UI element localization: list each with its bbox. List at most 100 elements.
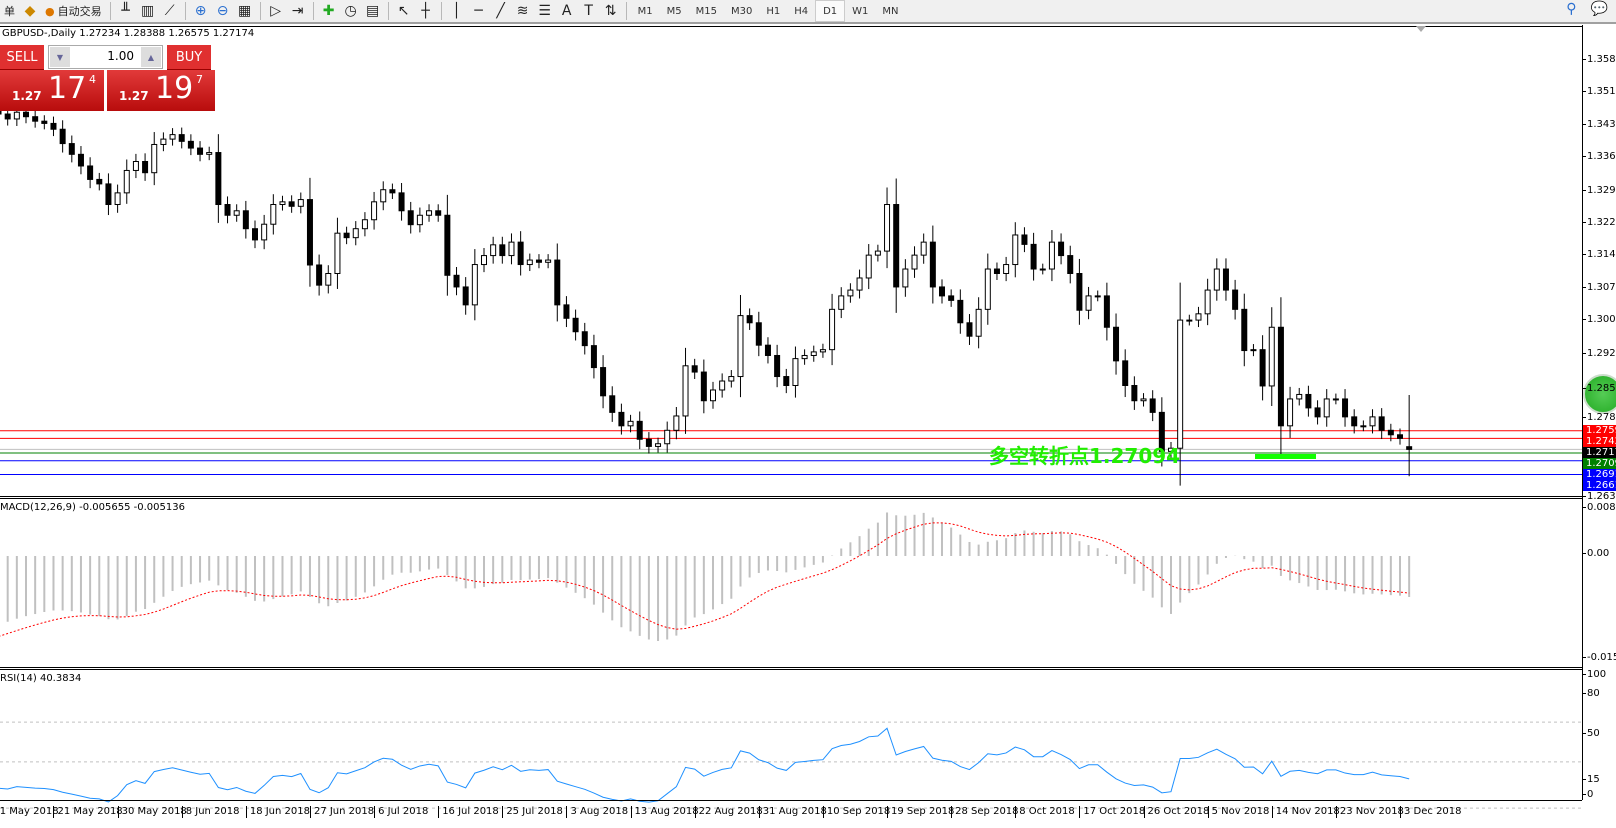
candle[interactable]	[1397, 428, 1403, 445]
candle[interactable]	[1259, 335, 1266, 401]
candle[interactable]	[902, 259, 909, 297]
candle[interactable]	[160, 132, 167, 152]
candle[interactable]	[682, 347, 689, 434]
candle[interactable]	[242, 200, 249, 239]
candle[interactable]	[1342, 389, 1349, 427]
candle[interactable]	[1323, 389, 1330, 427]
candle[interactable]	[1277, 297, 1284, 456]
candle[interactable]	[535, 254, 542, 269]
candle[interactable]	[1048, 230, 1055, 282]
candle[interactable]	[957, 289, 964, 334]
lot-size-input[interactable]: 1.00	[107, 49, 134, 63]
candle[interactable]	[444, 194, 451, 296]
candle[interactable]	[1085, 286, 1092, 320]
candle[interactable]	[77, 146, 84, 175]
timeframe-mn[interactable]: MN	[882, 5, 899, 17]
candle[interactable]	[407, 201, 414, 234]
sell-button[interactable]: SELL	[0, 45, 44, 70]
candle[interactable]	[380, 181, 387, 211]
new-order-button[interactable]: 单	[4, 5, 15, 18]
candle[interactable]	[1122, 349, 1129, 398]
candle[interactable]	[1067, 245, 1074, 284]
candle[interactable]	[178, 127, 185, 149]
buy-button[interactable]: BUY	[167, 45, 211, 70]
candle[interactable]	[618, 403, 625, 435]
navigator-icon[interactable]: ◆	[24, 3, 36, 19]
candle[interactable]	[1287, 386, 1294, 438]
candle[interactable]	[719, 373, 726, 398]
candle[interactable]	[1241, 293, 1248, 367]
candle[interactable]	[838, 287, 845, 319]
candle[interactable]	[819, 343, 826, 358]
pivot-annotation[interactable]: 多空转折点1.27094	[989, 444, 1181, 468]
candle[interactable]	[1113, 313, 1120, 375]
candle[interactable]	[774, 344, 781, 388]
templates-icon[interactable]: ▤	[365, 3, 380, 19]
green-marker-bar[interactable]	[1255, 454, 1316, 459]
candle[interactable]	[96, 172, 103, 191]
candle[interactable]	[691, 358, 698, 380]
candle[interactable]	[471, 249, 478, 321]
candle[interactable]	[1195, 306, 1202, 328]
candle[interactable]	[105, 173, 112, 216]
macd-pane[interactable]: MACD(12,26,9) -0.005655 -0.005136	[0, 496, 1582, 666]
candle[interactable]	[545, 254, 552, 269]
chart-window[interactable]: MACD(12,26,9) -0.005655 -0.005136 RSI(14…	[0, 25, 1583, 809]
candle[interactable]	[609, 386, 616, 422]
candle[interactable]	[1213, 258, 1220, 301]
candle[interactable]	[829, 293, 836, 366]
candle[interactable]	[279, 195, 286, 211]
lot-increase-button[interactable]: ▲	[141, 47, 161, 67]
candle[interactable]	[453, 267, 460, 296]
candle[interactable]	[398, 183, 405, 221]
candle[interactable]	[142, 153, 149, 181]
candle[interactable]	[462, 277, 469, 315]
candle[interactable]	[1406, 394, 1413, 477]
candle[interactable]	[636, 411, 643, 450]
text-label-icon[interactable]: T	[584, 3, 593, 19]
candle[interactable]	[508, 233, 515, 265]
chat-icon[interactable]: 💬	[1590, 1, 1608, 17]
candle[interactable]	[728, 370, 735, 388]
candle[interactable]	[1131, 376, 1138, 410]
search-icon[interactable]: ⚲	[1566, 1, 1577, 17]
candle[interactable]	[297, 192, 304, 214]
candle[interactable]	[581, 322, 588, 355]
candle[interactable]	[655, 437, 662, 453]
candle[interactable]	[1076, 258, 1083, 325]
candle[interactable]	[700, 359, 707, 414]
timeframe-d1[interactable]: D1	[815, 0, 846, 22]
candlestick-icon[interactable]: ▥	[140, 3, 155, 19]
candle[interactable]	[169, 128, 176, 146]
autotrade-button[interactable]: ● 自动交易	[41, 1, 106, 21]
candle[interactable]	[123, 159, 130, 204]
candle[interactable]	[1332, 393, 1339, 405]
candle[interactable]	[1222, 258, 1229, 301]
candle[interactable]	[187, 134, 194, 156]
candle[interactable]	[1296, 387, 1303, 406]
candle[interactable]	[856, 269, 863, 299]
candle[interactable]	[270, 194, 277, 235]
candle[interactable]	[1378, 408, 1385, 440]
candle[interactable]	[600, 355, 607, 409]
candle[interactable]	[87, 157, 94, 189]
candle[interactable]	[1003, 256, 1010, 282]
candle[interactable]	[939, 279, 945, 304]
candle[interactable]	[710, 381, 716, 409]
candle[interactable]	[920, 233, 927, 264]
candle[interactable]	[233, 204, 240, 222]
candle[interactable]	[984, 253, 991, 325]
rsi-pane[interactable]: RSI(14) 40.3834	[0, 667, 1582, 828]
candle[interactable]	[325, 265, 332, 294]
candle[interactable]	[1314, 400, 1321, 425]
candle[interactable]	[50, 116, 57, 137]
horizontal-line-icon[interactable]: ─	[474, 3, 483, 19]
timeframe-m5[interactable]: M5	[666, 5, 682, 17]
candle[interactable]	[252, 220, 258, 249]
candle[interactable]	[1021, 227, 1028, 253]
line-chart-icon[interactable]: ⟋	[164, 3, 175, 19]
candle[interactable]	[206, 146, 213, 161]
candle[interactable]	[343, 226, 350, 245]
candle[interactable]	[893, 178, 900, 313]
candle[interactable]	[1387, 423, 1394, 442]
